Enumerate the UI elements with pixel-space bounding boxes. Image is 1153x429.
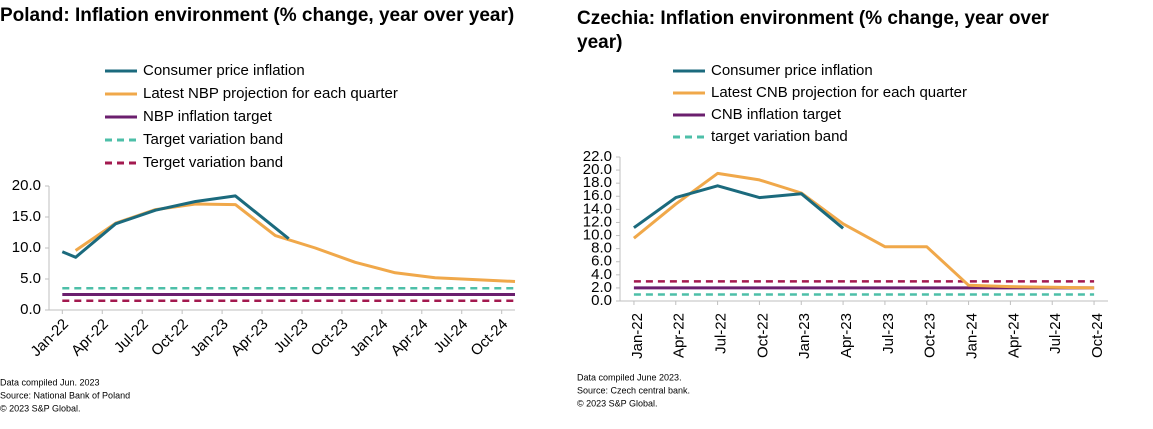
chart-title: Poland: Inflation environment (% change,…: [0, 5, 515, 26]
x-tick-label: Oct-24: [467, 316, 511, 360]
x-tick-label: Jul-22: [111, 316, 152, 357]
x-tick-label: Oct-22: [754, 313, 771, 358]
x-tick-label: Oct-23: [308, 316, 352, 360]
x-tick-label: Apr-22: [68, 316, 112, 360]
x-tick-label: Jan-24: [964, 313, 981, 359]
legend-label: Consumer price inflation: [143, 62, 305, 79]
series-line: [633, 184, 845, 230]
footnote: © 2023 S&P Global.: [577, 398, 658, 408]
x-tick-label: Jan-22: [27, 316, 71, 360]
footnote: Source: Czech central bank.: [577, 385, 690, 395]
legend-label: NBP inflation target: [143, 108, 273, 125]
footnote: Source: National Bank of Poland: [0, 390, 130, 400]
y-tick-label: 8.0: [591, 240, 612, 257]
x-tick-label: Apr-23: [228, 316, 272, 360]
chart-title: Czechia: Inflation environment (% change…: [577, 8, 1049, 53]
legend-label: Target variation band: [143, 131, 283, 148]
x-tick-label: Jan-23: [796, 313, 813, 359]
y-tick-label: 15.0: [12, 208, 41, 225]
y-tick-label: 14.0: [583, 200, 612, 217]
y-tick-label: 16.0: [583, 187, 612, 204]
footnote: Data compiled June 2023.: [577, 372, 682, 382]
x-tick-label: Apr-23: [838, 313, 855, 358]
x-tick-label: Jan-24: [347, 316, 391, 360]
x-tick-label: Jul-23: [271, 316, 312, 357]
legend-label: Latest CNB projection for each quarter: [711, 84, 967, 101]
y-tick-label: 5.0: [20, 270, 41, 287]
series-line: [632, 171, 1095, 290]
x-tick-label: Apr-24: [388, 316, 432, 360]
footnote: © 2023 S&P Global.: [0, 403, 81, 413]
x-tick-label: Oct-24: [1089, 313, 1106, 358]
legend-label: Consumer price inflation: [711, 62, 873, 79]
x-tick-label: Apr-22: [671, 313, 688, 358]
y-tick-label: 6.0: [591, 253, 612, 270]
y-tick-label: 20.0: [583, 161, 612, 178]
x-tick-label: Jul-24: [430, 316, 471, 357]
x-tick-label: Jan-22: [629, 313, 646, 359]
y-tick-label: 0.0: [591, 292, 612, 309]
y-tick-label: 4.0: [591, 266, 612, 283]
x-tick-label: Jan-23: [187, 316, 231, 360]
legend-label: Terget variation band: [143, 154, 283, 171]
y-tick-label: 2.0: [591, 279, 612, 296]
x-tick-label: Jul-23: [880, 313, 897, 354]
legend-label: CNB inflation target: [711, 106, 842, 123]
x-tick-label: Oct-22: [148, 316, 192, 360]
x-tick-label: Jul-22: [713, 313, 730, 354]
x-tick-label: Apr-24: [1005, 313, 1022, 358]
x-tick-label: Jul-24: [1047, 313, 1064, 354]
y-tick-label: 0.0: [20, 301, 41, 318]
legend-label: Latest NBP projection for each quarter: [143, 85, 398, 102]
y-tick-label: 20.0: [12, 177, 41, 194]
y-tick-label: 22.0: [583, 148, 612, 165]
y-tick-label: 12.0: [583, 213, 612, 230]
footnote: Data compiled Jun. 2023: [0, 377, 100, 387]
y-tick-label: 10.0: [583, 227, 612, 244]
y-tick-label: 18.0: [583, 174, 612, 191]
series-line: [61, 194, 290, 259]
y-tick-label: 10.0: [12, 239, 41, 256]
x-tick-label: Oct-23: [922, 313, 939, 358]
legend-label: target variation band: [711, 128, 848, 145]
